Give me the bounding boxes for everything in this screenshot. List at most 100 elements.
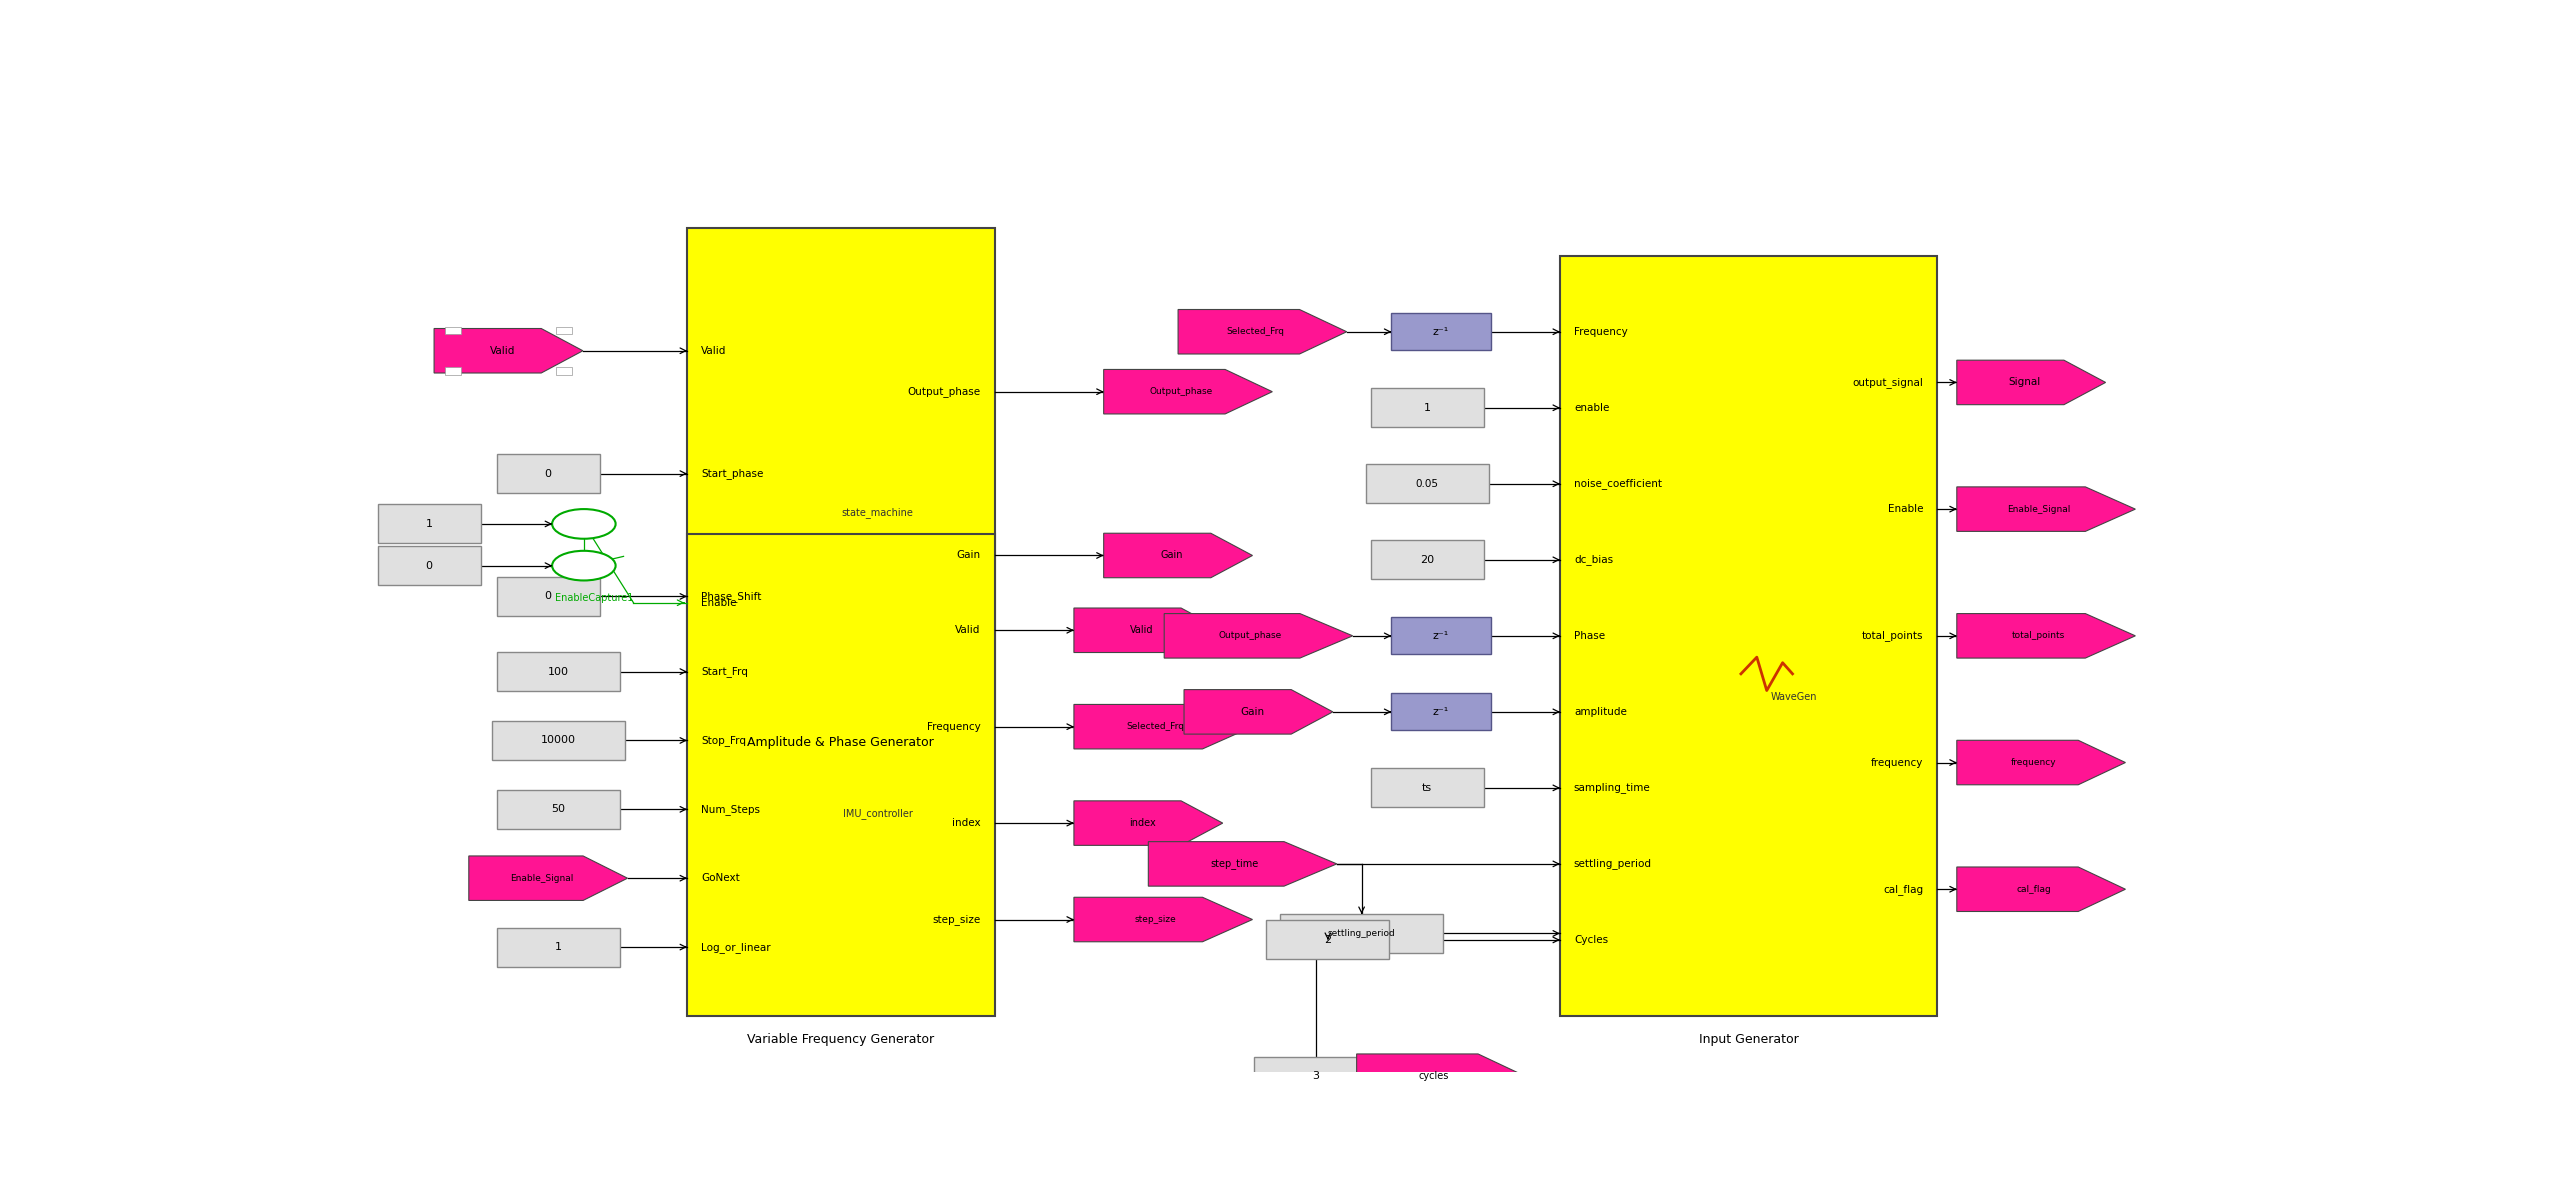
Bar — [1393, 618, 1490, 655]
Text: cal_flag: cal_flag — [2017, 885, 2051, 893]
Polygon shape — [1075, 801, 1224, 845]
Text: GoNext: GoNext — [701, 873, 740, 884]
Text: Valid: Valid — [489, 346, 515, 355]
Text: 0.05: 0.05 — [1416, 479, 1439, 489]
Text: sampling_time: sampling_time — [1574, 783, 1651, 793]
Text: Variable Frequency Generator: Variable Frequency Generator — [748, 1033, 934, 1045]
Polygon shape — [1178, 309, 1347, 354]
Text: Cycles: Cycles — [1574, 936, 1608, 945]
Polygon shape — [1956, 614, 2135, 659]
Bar — [556, 367, 571, 374]
Bar — [1370, 541, 1485, 579]
Bar — [556, 326, 571, 334]
Text: 0: 0 — [545, 591, 550, 602]
Text: noise_coefficient: noise_coefficient — [1574, 478, 1661, 489]
Text: frequency: frequency — [2012, 759, 2056, 767]
Text: enable: enable — [1574, 403, 1610, 413]
Bar — [686, 228, 993, 719]
Text: Amplitude & Phase Generator: Amplitude & Phase Generator — [748, 736, 934, 749]
Text: Stop_Frq: Stop_Frq — [701, 734, 745, 746]
Text: Enable_Signal: Enable_Signal — [2007, 504, 2071, 514]
Polygon shape — [1956, 867, 2125, 911]
Bar — [497, 577, 599, 616]
Text: Start_Frq: Start_Frq — [701, 666, 748, 677]
Text: state_machine: state_machine — [842, 507, 914, 519]
Text: Input Generator: Input Generator — [1700, 1033, 1797, 1045]
Text: 3: 3 — [1313, 1072, 1318, 1081]
Text: Gain: Gain — [957, 550, 980, 561]
Circle shape — [553, 550, 614, 580]
Polygon shape — [1075, 897, 1252, 942]
Text: amplitude: amplitude — [1574, 707, 1626, 716]
Text: step_size: step_size — [932, 914, 980, 925]
Bar — [492, 721, 625, 760]
Bar — [1370, 768, 1485, 808]
Text: Enable: Enable — [701, 597, 737, 608]
Bar — [497, 927, 620, 967]
Text: index: index — [1129, 818, 1155, 828]
Bar — [497, 790, 620, 828]
Text: EnableCapture1: EnableCapture1 — [556, 594, 632, 603]
Text: Num_Steps: Num_Steps — [701, 804, 760, 815]
Text: 1: 1 — [425, 519, 433, 529]
Polygon shape — [1357, 1054, 1526, 1098]
Bar — [1393, 694, 1490, 731]
Text: Gain: Gain — [1160, 550, 1183, 561]
Bar — [445, 326, 461, 334]
Text: Signal: Signal — [2010, 377, 2040, 388]
Bar — [1370, 389, 1485, 427]
Text: Enable_Signal: Enable_Signal — [509, 874, 573, 883]
Bar — [1267, 920, 1390, 960]
Text: 1: 1 — [556, 942, 561, 952]
Polygon shape — [1956, 740, 2125, 785]
Bar — [497, 454, 599, 494]
Text: z⁻¹: z⁻¹ — [1434, 707, 1449, 716]
Bar — [686, 533, 993, 1016]
Bar — [1280, 914, 1444, 952]
Text: Valid: Valid — [701, 346, 727, 355]
Text: z⁻¹: z⁻¹ — [1434, 326, 1449, 337]
Polygon shape — [1185, 690, 1334, 734]
Bar — [376, 504, 481, 543]
Text: step_size: step_size — [1134, 915, 1178, 923]
Bar — [376, 547, 481, 585]
Text: IMU_controller: IMU_controller — [842, 808, 911, 819]
Polygon shape — [468, 856, 627, 901]
Text: output_signal: output_signal — [1853, 377, 1923, 388]
Text: 1: 1 — [1423, 403, 1431, 413]
Text: Enable: Enable — [1887, 504, 1923, 514]
Bar — [1364, 465, 1487, 503]
Text: Frequency: Frequency — [1574, 326, 1628, 337]
Polygon shape — [1165, 614, 1352, 659]
Text: ts: ts — [1421, 783, 1431, 793]
Text: Frequency: Frequency — [927, 721, 980, 732]
Text: settling_period: settling_period — [1574, 858, 1651, 869]
Text: dc_bias: dc_bias — [1574, 554, 1613, 565]
Circle shape — [553, 509, 614, 538]
Text: z⁻¹: z⁻¹ — [1434, 631, 1449, 641]
Text: Output_phase: Output_phase — [1219, 631, 1283, 641]
Text: cycles: cycles — [1418, 1072, 1449, 1081]
Polygon shape — [1075, 704, 1252, 749]
Text: 10000: 10000 — [540, 736, 576, 745]
Text: Phase: Phase — [1574, 631, 1605, 641]
Text: step_time: step_time — [1211, 858, 1260, 869]
Text: 100: 100 — [548, 667, 568, 677]
Polygon shape — [1956, 486, 2135, 531]
Bar — [497, 653, 620, 691]
Polygon shape — [1149, 842, 1336, 886]
Bar — [445, 367, 461, 374]
Text: index: index — [952, 818, 980, 828]
Polygon shape — [1075, 608, 1224, 653]
Text: Output_phase: Output_phase — [1149, 388, 1213, 396]
Text: 20: 20 — [1421, 555, 1434, 565]
Polygon shape — [435, 329, 584, 373]
Text: 2: 2 — [1324, 936, 1331, 945]
Text: Start_phase: Start_phase — [701, 468, 763, 479]
Text: settling_period: settling_period — [1329, 929, 1395, 938]
Text: Phase_Shift: Phase_Shift — [701, 591, 760, 602]
Bar — [1559, 255, 1938, 1016]
Polygon shape — [1956, 360, 2104, 405]
Text: 0: 0 — [545, 468, 550, 479]
Text: total_points: total_points — [2012, 631, 2066, 641]
